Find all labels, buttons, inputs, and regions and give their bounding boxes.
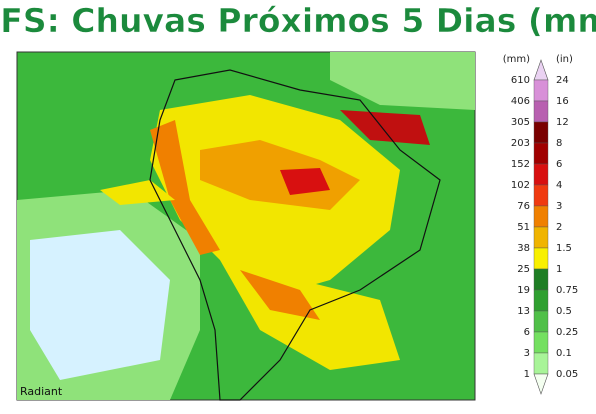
legend-in-label: 6 [556, 159, 562, 170]
legend-mm-label: 610 [511, 75, 530, 86]
title: GFS: Chuvas Próximos 5 Dias (mm) [0, 1, 596, 40]
legend-in-label: 12 [556, 117, 569, 128]
legend-mm-label: 19 [517, 285, 530, 296]
legend-mm-label: 51 [517, 222, 530, 233]
legend-swatch [533, 268, 549, 291]
legend-in-label: 0.25 [556, 327, 578, 338]
legend-swatch [533, 142, 549, 165]
legend-mm-label: 76 [517, 201, 530, 212]
legend-swatch [533, 184, 549, 207]
legend-mm-label: 305 [511, 117, 530, 128]
legend-in-label: 8 [556, 138, 562, 149]
legend-swatch [533, 289, 549, 312]
legend-cap-bottom [533, 373, 549, 395]
legend-mm-label: 406 [511, 96, 530, 107]
legend-swatch [533, 310, 549, 333]
legend-mm-label: 13 [517, 306, 530, 317]
legend-swatch [533, 79, 549, 102]
legend-mm-label: 25 [517, 264, 530, 275]
legend-in-label: 0.1 [556, 348, 572, 359]
legend-swatch [533, 121, 549, 144]
legend-mm-label: 102 [511, 180, 530, 191]
legend-cap-top [533, 59, 549, 81]
legend-in-label: 1 [556, 264, 562, 275]
legend-in-label: 4 [556, 180, 562, 191]
mm-header: (mm) [503, 54, 530, 65]
legend-swatch [533, 205, 549, 228]
legend-in-label: 0.75 [556, 285, 578, 296]
in-header: (in) [556, 54, 573, 65]
legend-mm-label: 6 [524, 327, 530, 338]
legend-mm-label: 152 [511, 159, 530, 170]
map [16, 51, 476, 401]
legend-in-label: 2 [556, 222, 562, 233]
legend-swatch [533, 163, 549, 186]
legend-swatch [533, 100, 549, 123]
legend-in-label: 1.5 [556, 243, 572, 254]
legend-swatch [533, 331, 549, 354]
legend-in-label: 0.05 [556, 369, 578, 380]
legend-in-label: 3 [556, 201, 562, 212]
legend-swatch [533, 226, 549, 249]
legend-in-label: 0.5 [556, 306, 572, 317]
watermark: Radiant [20, 385, 63, 398]
legend-in-label: 24 [556, 75, 569, 86]
legend-in-label: 16 [556, 96, 569, 107]
legend-mm-label: 203 [511, 138, 530, 149]
legend-swatch [533, 247, 549, 270]
legend-mm-label: 1 [524, 369, 530, 380]
legend-mm-label: 3 [524, 348, 530, 359]
legend-mm-label: 38 [517, 243, 530, 254]
legend-swatch [533, 352, 549, 375]
